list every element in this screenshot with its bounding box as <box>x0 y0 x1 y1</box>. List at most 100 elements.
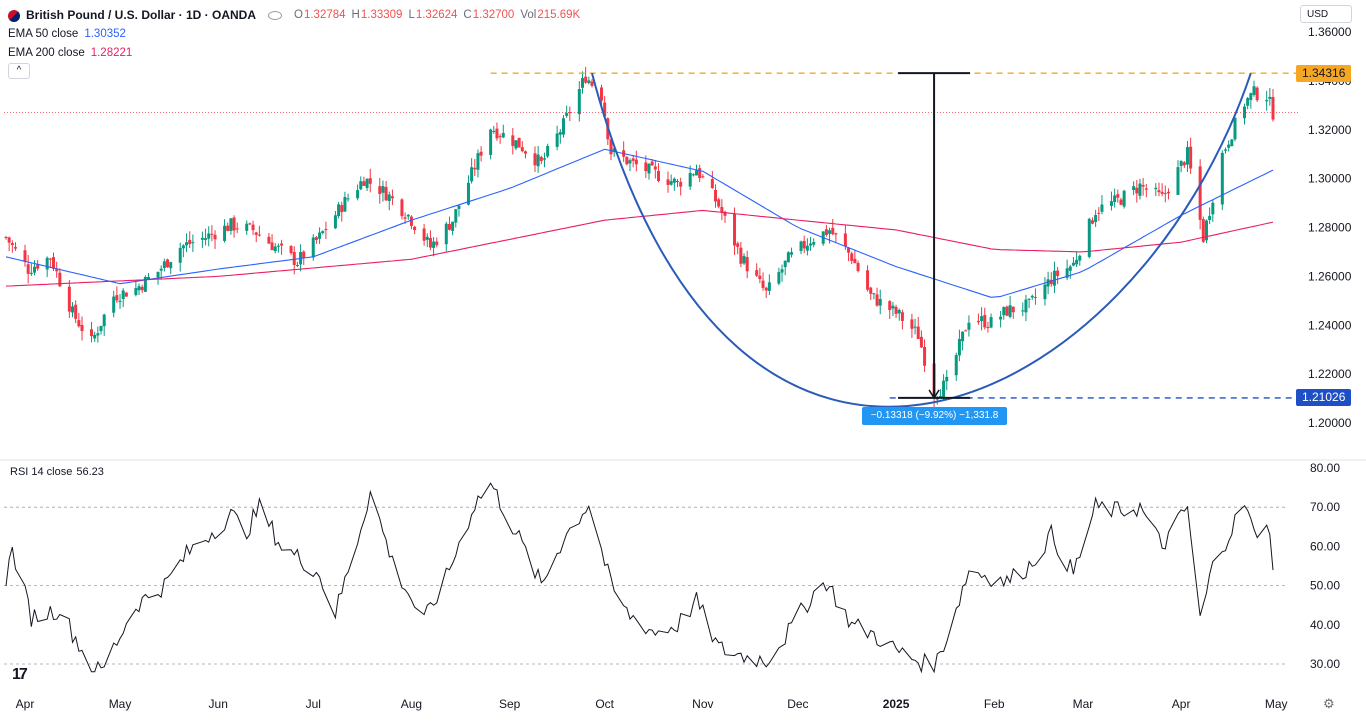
candle-body <box>406 214 410 217</box>
candle-body <box>1201 219 1205 242</box>
candle-body <box>67 286 71 312</box>
ema50-row[interactable]: EMA 50 close 1.30352 <box>8 25 580 44</box>
candle-body <box>302 251 306 259</box>
candle-body <box>1163 193 1167 195</box>
candle-body <box>447 223 451 230</box>
candle-body <box>644 162 648 172</box>
candle-body <box>799 241 803 251</box>
candle-body <box>178 247 182 263</box>
candle-body <box>1154 187 1158 190</box>
candle-body <box>359 181 363 190</box>
x-axis-label: May <box>109 697 132 711</box>
candle-body <box>267 236 271 244</box>
measure-label[interactable]: −0.13318 (−9.92%) −1,331.8 <box>862 407 1007 425</box>
candle-body <box>603 102 607 117</box>
candle-body <box>590 81 594 86</box>
candle-body <box>121 290 125 299</box>
currency-select[interactable]: USD <box>1300 5 1352 23</box>
candle-body <box>1249 93 1253 101</box>
candle-body <box>780 269 784 273</box>
candle-body <box>625 156 629 165</box>
candle-body <box>1242 106 1246 119</box>
low-label: L <box>408 9 415 21</box>
high-label: H <box>351 9 360 21</box>
candle-body <box>1100 204 1104 212</box>
candle-body <box>954 355 958 376</box>
candle-body <box>280 243 284 246</box>
candle-body <box>1271 97 1275 120</box>
candle-body <box>321 231 325 234</box>
x-axis-label: Dec <box>787 697 808 711</box>
candle-body <box>850 253 854 261</box>
candle-body <box>473 167 477 170</box>
price-axis-tick: 1.26000 <box>1308 269 1352 283</box>
candle-body <box>1211 202 1215 215</box>
candle-body <box>226 225 230 231</box>
candle-body <box>989 317 993 328</box>
candle-body <box>1265 100 1269 102</box>
candle-body <box>251 224 255 231</box>
ema50-label: EMA 50 close <box>8 28 79 40</box>
price-axis-tick: 1.22000 <box>1308 367 1352 381</box>
candle-body <box>786 252 790 263</box>
candle-body <box>314 237 318 240</box>
candle-body <box>1204 220 1208 241</box>
candle-body <box>634 159 638 165</box>
candle-body <box>783 260 787 268</box>
candle-body <box>847 247 851 253</box>
candle-body <box>523 151 527 154</box>
candle-body <box>580 78 584 88</box>
price-axis-tick: 1.30000 <box>1308 172 1352 186</box>
candle-body <box>701 176 705 178</box>
candle-body <box>400 199 404 217</box>
candle-body <box>802 240 806 249</box>
candle-body <box>479 151 483 156</box>
candle-body <box>1113 195 1117 203</box>
candle-body <box>650 161 654 166</box>
candle-body <box>74 304 78 319</box>
candle-body <box>736 243 740 247</box>
candle-body <box>1179 160 1183 166</box>
candle-body <box>539 156 543 161</box>
candle-body <box>809 243 813 246</box>
gear-icon[interactable]: ⚙ <box>1323 696 1335 711</box>
candle-body <box>362 181 366 186</box>
candle-body <box>365 178 369 188</box>
candle-body <box>390 196 394 199</box>
candle-body <box>1185 147 1189 165</box>
candle-body <box>967 322 971 330</box>
candle-body <box>1071 262 1075 266</box>
tradingview-logo[interactable]: 17 <box>12 666 28 683</box>
candle-body <box>403 217 407 219</box>
collapse-legend-button[interactable]: ^ <box>8 63 30 79</box>
candle-body <box>235 228 239 230</box>
rsi-legend[interactable]: RSI 14 close 56.23 <box>10 466 104 478</box>
x-axis-label: Jun <box>209 697 228 711</box>
candle-body <box>93 334 97 339</box>
symbol-row: British Pound / U.S. Dollar · 1D · OANDA… <box>8 6 580 25</box>
candle-body <box>1109 201 1113 206</box>
candle-body <box>542 158 546 160</box>
candle-body <box>923 346 927 366</box>
candle-body <box>55 269 59 272</box>
ema200-row[interactable]: EMA 200 close 1.28221 <box>8 44 580 63</box>
candle-body <box>894 306 898 314</box>
candle-body <box>1144 188 1148 190</box>
rsi-axis-tick: 70.00 <box>1310 500 1340 514</box>
symbol-title[interactable]: British Pound / U.S. Dollar · 1D · OANDA <box>26 8 257 22</box>
candle-body <box>23 250 27 262</box>
candle-body <box>112 296 116 313</box>
open-value: 1.32784 <box>303 9 346 21</box>
candle-body <box>444 223 448 245</box>
candle-body <box>213 234 217 240</box>
candle-body <box>137 286 141 291</box>
candle-body <box>1176 167 1180 195</box>
close-value: 1.32700 <box>472 9 515 21</box>
price-axis-tick: 1.20000 <box>1308 416 1352 430</box>
candle-body <box>343 197 347 212</box>
measure-arrowhead <box>928 389 940 400</box>
candle-body <box>739 247 743 264</box>
visibility-eye-icon[interactable] <box>268 11 283 20</box>
